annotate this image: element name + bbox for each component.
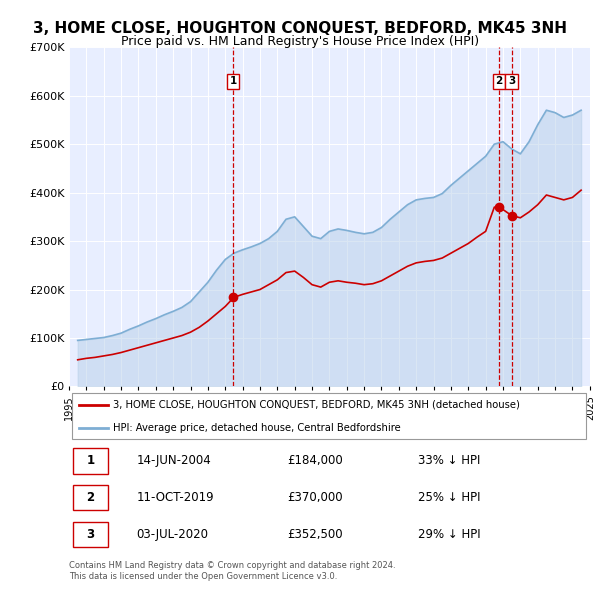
Text: £184,000: £184,000 [288,454,343,467]
FancyBboxPatch shape [73,448,108,474]
Text: £352,500: £352,500 [288,528,343,541]
Text: 3: 3 [508,76,515,86]
FancyBboxPatch shape [73,522,108,547]
Text: 1: 1 [86,454,94,467]
Text: 14-JUN-2004: 14-JUN-2004 [137,454,211,467]
Text: £370,000: £370,000 [288,491,343,504]
FancyBboxPatch shape [73,485,108,510]
Text: 2: 2 [496,76,503,86]
Text: Price paid vs. HM Land Registry's House Price Index (HPI): Price paid vs. HM Land Registry's House … [121,35,479,48]
Text: 3, HOME CLOSE, HOUGHTON CONQUEST, BEDFORD, MK45 3NH: 3, HOME CLOSE, HOUGHTON CONQUEST, BEDFOR… [33,21,567,35]
Text: Contains HM Land Registry data © Crown copyright and database right 2024.
This d: Contains HM Land Registry data © Crown c… [69,561,395,581]
FancyBboxPatch shape [71,392,586,439]
Text: 3: 3 [86,528,94,541]
Text: 03-JUL-2020: 03-JUL-2020 [137,528,209,541]
Text: 2: 2 [86,491,94,504]
Text: 29% ↓ HPI: 29% ↓ HPI [418,528,481,541]
Text: 3, HOME CLOSE, HOUGHTON CONQUEST, BEDFORD, MK45 3NH (detached house): 3, HOME CLOSE, HOUGHTON CONQUEST, BEDFOR… [113,399,520,409]
Text: 11-OCT-2019: 11-OCT-2019 [137,491,214,504]
Text: 1: 1 [229,76,236,86]
Text: HPI: Average price, detached house, Central Bedfordshire: HPI: Average price, detached house, Cent… [113,422,401,432]
Text: 25% ↓ HPI: 25% ↓ HPI [418,491,481,504]
Text: 33% ↓ HPI: 33% ↓ HPI [418,454,481,467]
